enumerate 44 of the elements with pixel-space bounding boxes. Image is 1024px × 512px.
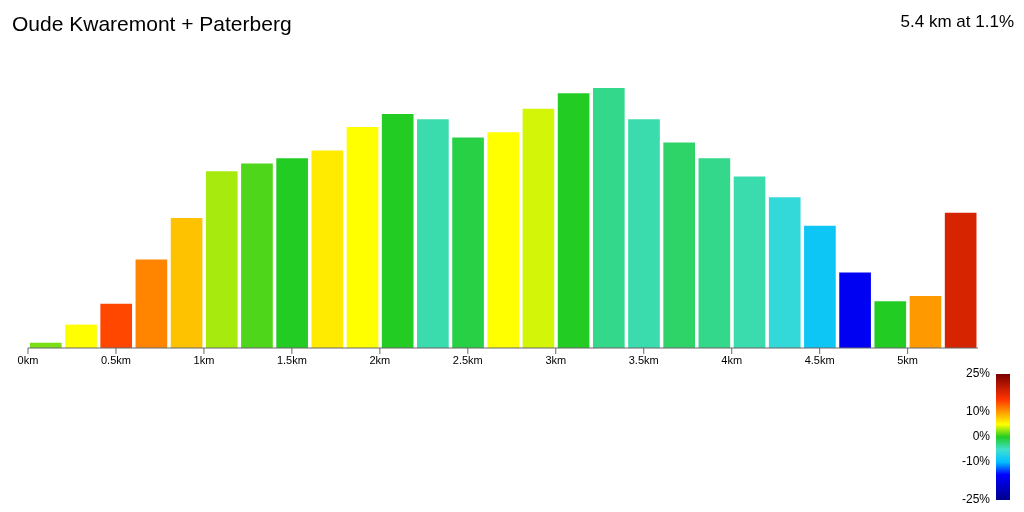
- x-tick-label: 5km: [897, 353, 919, 366]
- bar: [452, 137, 484, 348]
- bar: [592, 88, 625, 348]
- x-tick-label: 4.5km: [804, 353, 835, 366]
- bar: [241, 163, 273, 348]
- bar: [311, 150, 344, 348]
- bar: [557, 93, 590, 348]
- bar: [733, 176, 766, 348]
- text: 5.4 km at 1.1%: [900, 12, 1014, 32]
- bar: [381, 114, 414, 348]
- x-tick-label: 3.5km: [628, 353, 659, 366]
- bar: [768, 197, 801, 348]
- bar: [170, 218, 203, 348]
- chart-title: Oude Kwaremont + Paterberg: [12, 12, 292, 36]
- color-bar-label: -10%: [961, 454, 991, 469]
- bar: [874, 301, 907, 348]
- x-tick-label: 1.5km: [276, 353, 307, 366]
- bar: [663, 142, 695, 348]
- bar: [205, 171, 238, 348]
- bar: [839, 272, 871, 348]
- bar: [487, 132, 520, 348]
- color-bar-label: 0%: [972, 429, 991, 444]
- bar: [522, 108, 555, 348]
- x-tick-label: 0km: [17, 353, 39, 366]
- x-tick-label: 4km: [721, 353, 743, 366]
- bar: [698, 158, 731, 348]
- bar: [346, 127, 379, 348]
- bar: [628, 119, 660, 348]
- bar: [65, 324, 97, 348]
- color-bar-label: -25%: [961, 492, 991, 507]
- bar: [135, 259, 168, 348]
- x-tick-label: 2.5km: [452, 353, 483, 366]
- bar: [909, 296, 942, 348]
- bar: [417, 119, 449, 348]
- bar: [804, 225, 836, 348]
- bar: [276, 158, 308, 348]
- color-bar-label: 10%: [965, 403, 991, 418]
- x-tick-label: 0.5km: [100, 353, 131, 366]
- x-tick-label: 1km: [193, 353, 215, 366]
- x-tick-label: 2km: [369, 353, 391, 366]
- color-bar-label: 25%: [965, 366, 991, 381]
- x-tick-label: 3km: [545, 353, 567, 366]
- bar: [100, 303, 133, 348]
- bar: [944, 212, 977, 348]
